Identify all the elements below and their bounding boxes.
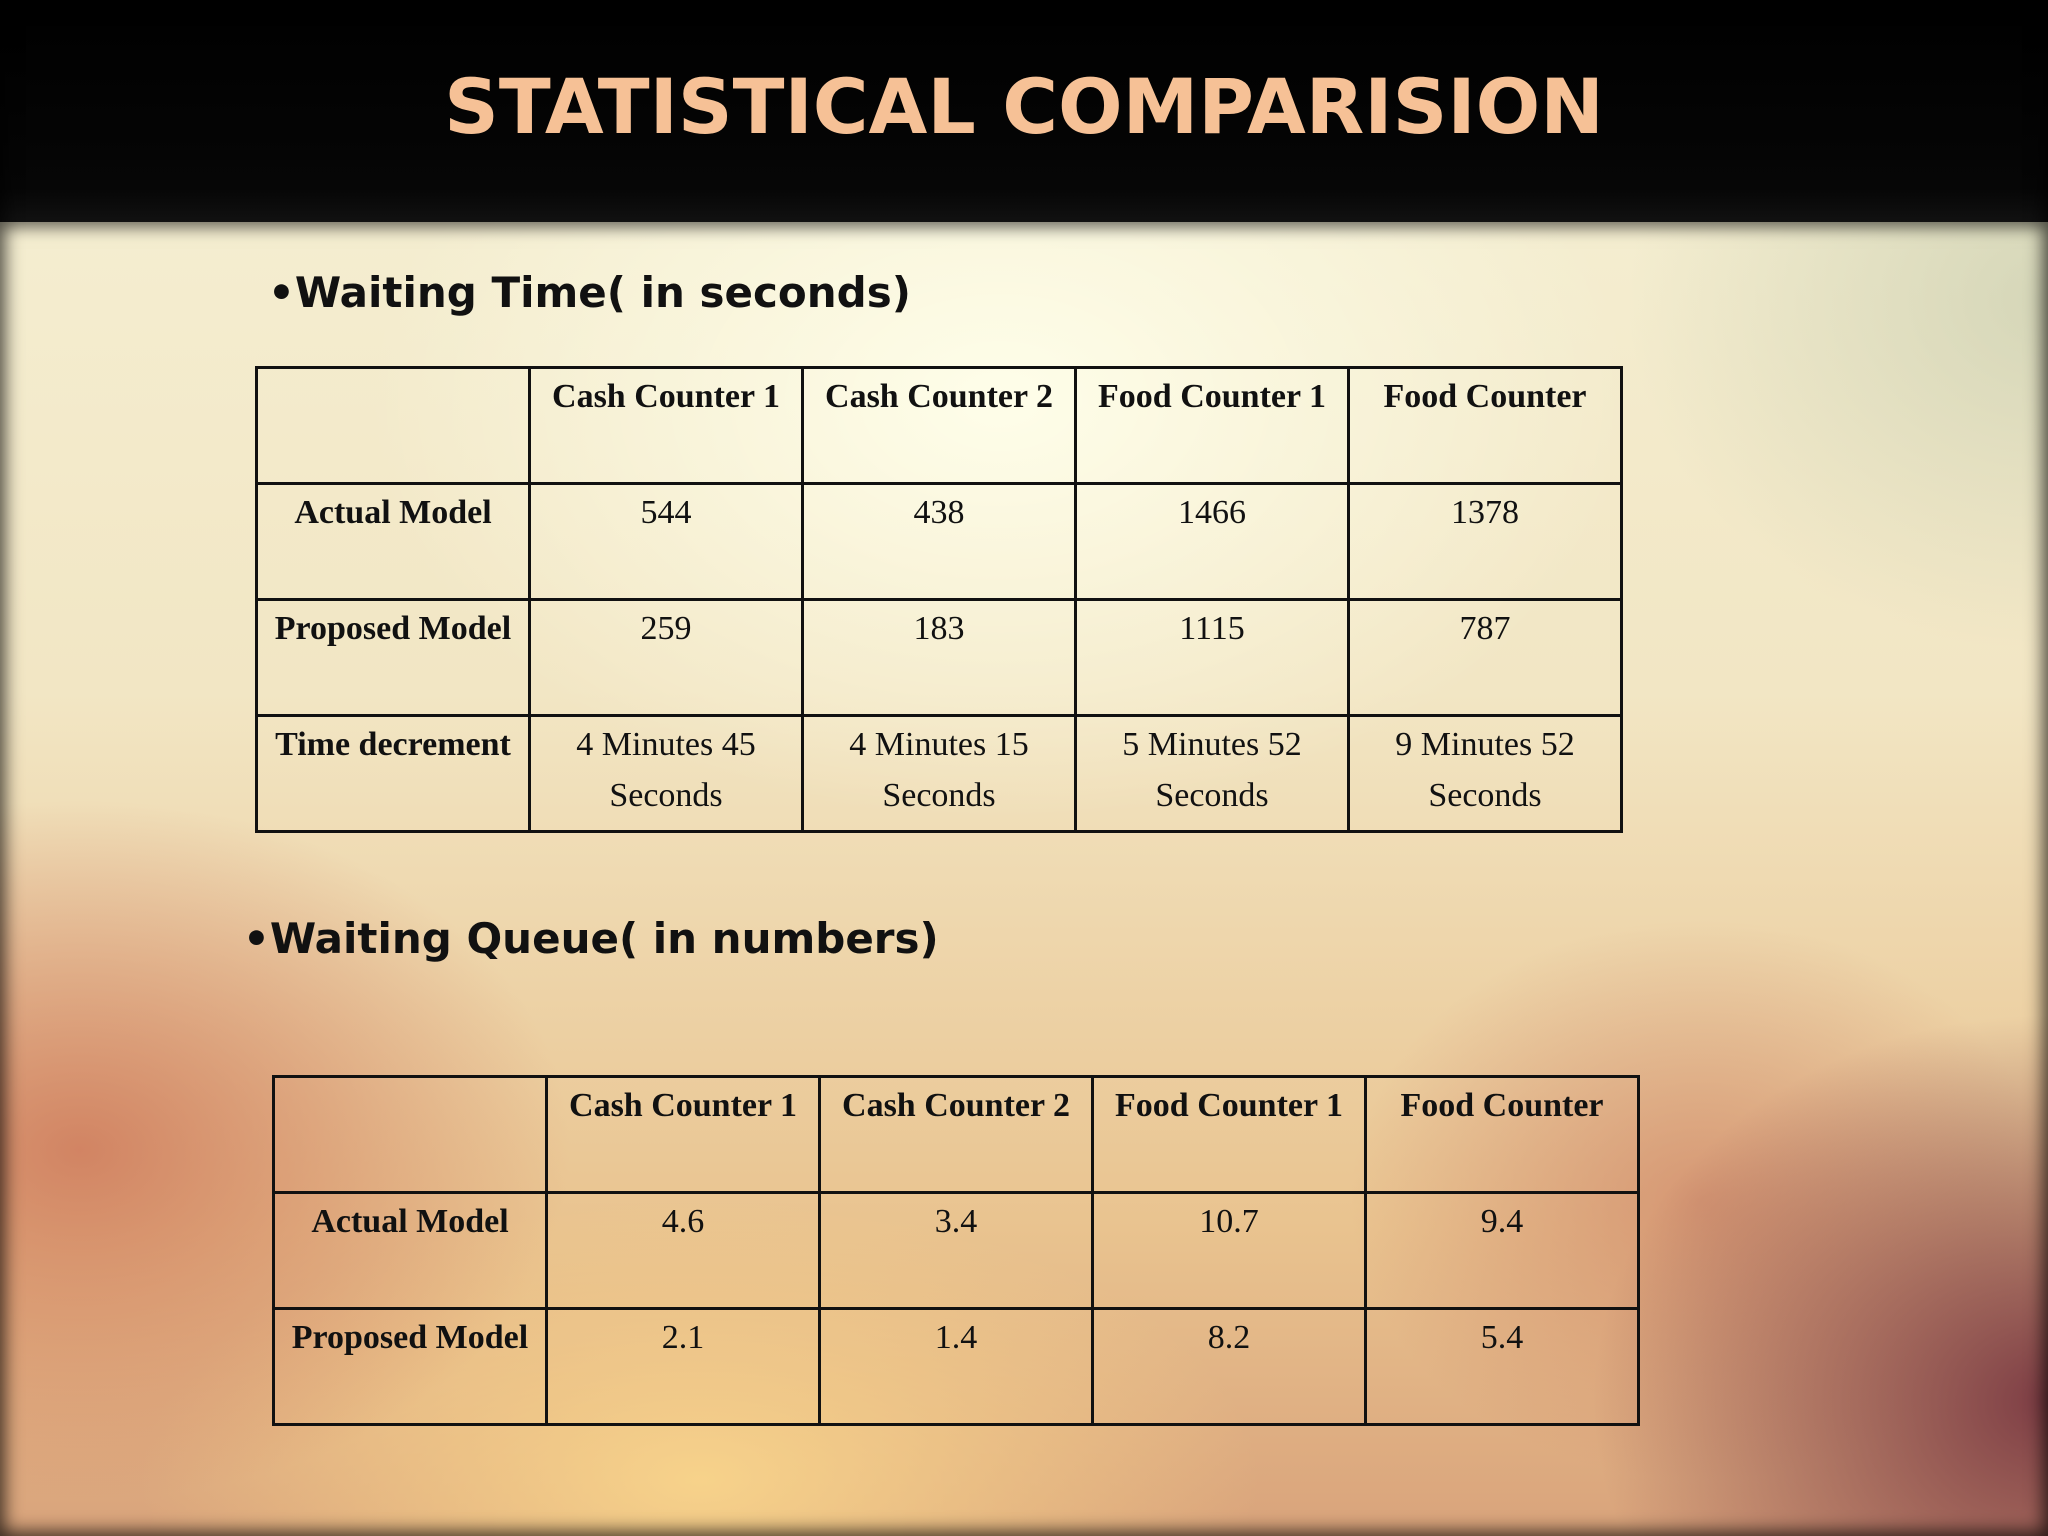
waiting-time-heading: •Waiting Time( in seconds): [268, 268, 911, 317]
table-row: Proposed Model 259 183 1115 787: [255, 598, 1623, 717]
waiting-time-table: Cash Counter 1 Cash Counter 2 Food Count…: [255, 366, 1623, 833]
row-header: Time decrement: [255, 714, 531, 833]
table-cell: 259: [528, 598, 804, 717]
row-header: Proposed Model: [255, 598, 531, 717]
table-corner-cell: [272, 1075, 548, 1194]
column-header: Food Counter: [1364, 1075, 1640, 1194]
slide-title: STATISTICAL COMPARISION: [444, 61, 1604, 151]
table-row: Actual Model 4.6 3.4 10.7 9.4: [272, 1191, 1640, 1310]
column-header: Cash Counter 2: [818, 1075, 1094, 1194]
table-cell: 1378: [1347, 482, 1623, 601]
table-cell: 9.4: [1364, 1191, 1640, 1310]
table-cell: 544: [528, 482, 804, 601]
waiting-queue-table: Cash Counter 1 Cash Counter 2 Food Count…: [272, 1075, 1640, 1426]
column-header: Cash Counter 1: [528, 366, 804, 485]
table-cell: 1115: [1074, 598, 1350, 717]
table-header-row: Cash Counter 1 Cash Counter 2 Food Count…: [272, 1075, 1640, 1194]
table-row: Time decrement 4 Minutes 45 Seconds 4 Mi…: [255, 714, 1623, 833]
column-header: Food Counter 1: [1074, 366, 1350, 485]
waiting-queue-heading: •Waiting Queue( in numbers): [243, 914, 939, 963]
table-cell: 183: [801, 598, 1077, 717]
row-header: Actual Model: [272, 1191, 548, 1310]
table-cell: 4.6: [545, 1191, 821, 1310]
table-cell: 438: [801, 482, 1077, 601]
table-cell: 787: [1347, 598, 1623, 717]
table-cell: 5 Minutes 52 Seconds: [1074, 714, 1350, 833]
table-cell: 1.4: [818, 1307, 1094, 1426]
table-corner-cell: [255, 366, 531, 485]
column-header: Cash Counter 1: [545, 1075, 821, 1194]
table-cell: 1466: [1074, 482, 1350, 601]
table-cell: 4 Minutes 15 Seconds: [801, 714, 1077, 833]
table-cell: 5.4: [1364, 1307, 1640, 1426]
table-cell: 3.4: [818, 1191, 1094, 1310]
table-cell: 8.2: [1091, 1307, 1367, 1426]
column-header: Cash Counter 2: [801, 366, 1077, 485]
table-header-row: Cash Counter 1 Cash Counter 2 Food Count…: [255, 366, 1623, 485]
table-cell: 10.7: [1091, 1191, 1367, 1310]
table-row: Actual Model 544 438 1466 1378: [255, 482, 1623, 601]
title-bar: STATISTICAL COMPARISION: [0, 0, 2048, 222]
row-header: Proposed Model: [272, 1307, 548, 1426]
row-header: Actual Model: [255, 482, 531, 601]
table-cell: 4 Minutes 45 Seconds: [528, 714, 804, 833]
column-header: Food Counter 1: [1091, 1075, 1367, 1194]
table-row: Proposed Model 2.1 1.4 8.2 5.4: [272, 1307, 1640, 1426]
table-cell: 9 Minutes 52 Seconds: [1347, 714, 1623, 833]
table-cell: 2.1: [545, 1307, 821, 1426]
column-header: Food Counter: [1347, 366, 1623, 485]
